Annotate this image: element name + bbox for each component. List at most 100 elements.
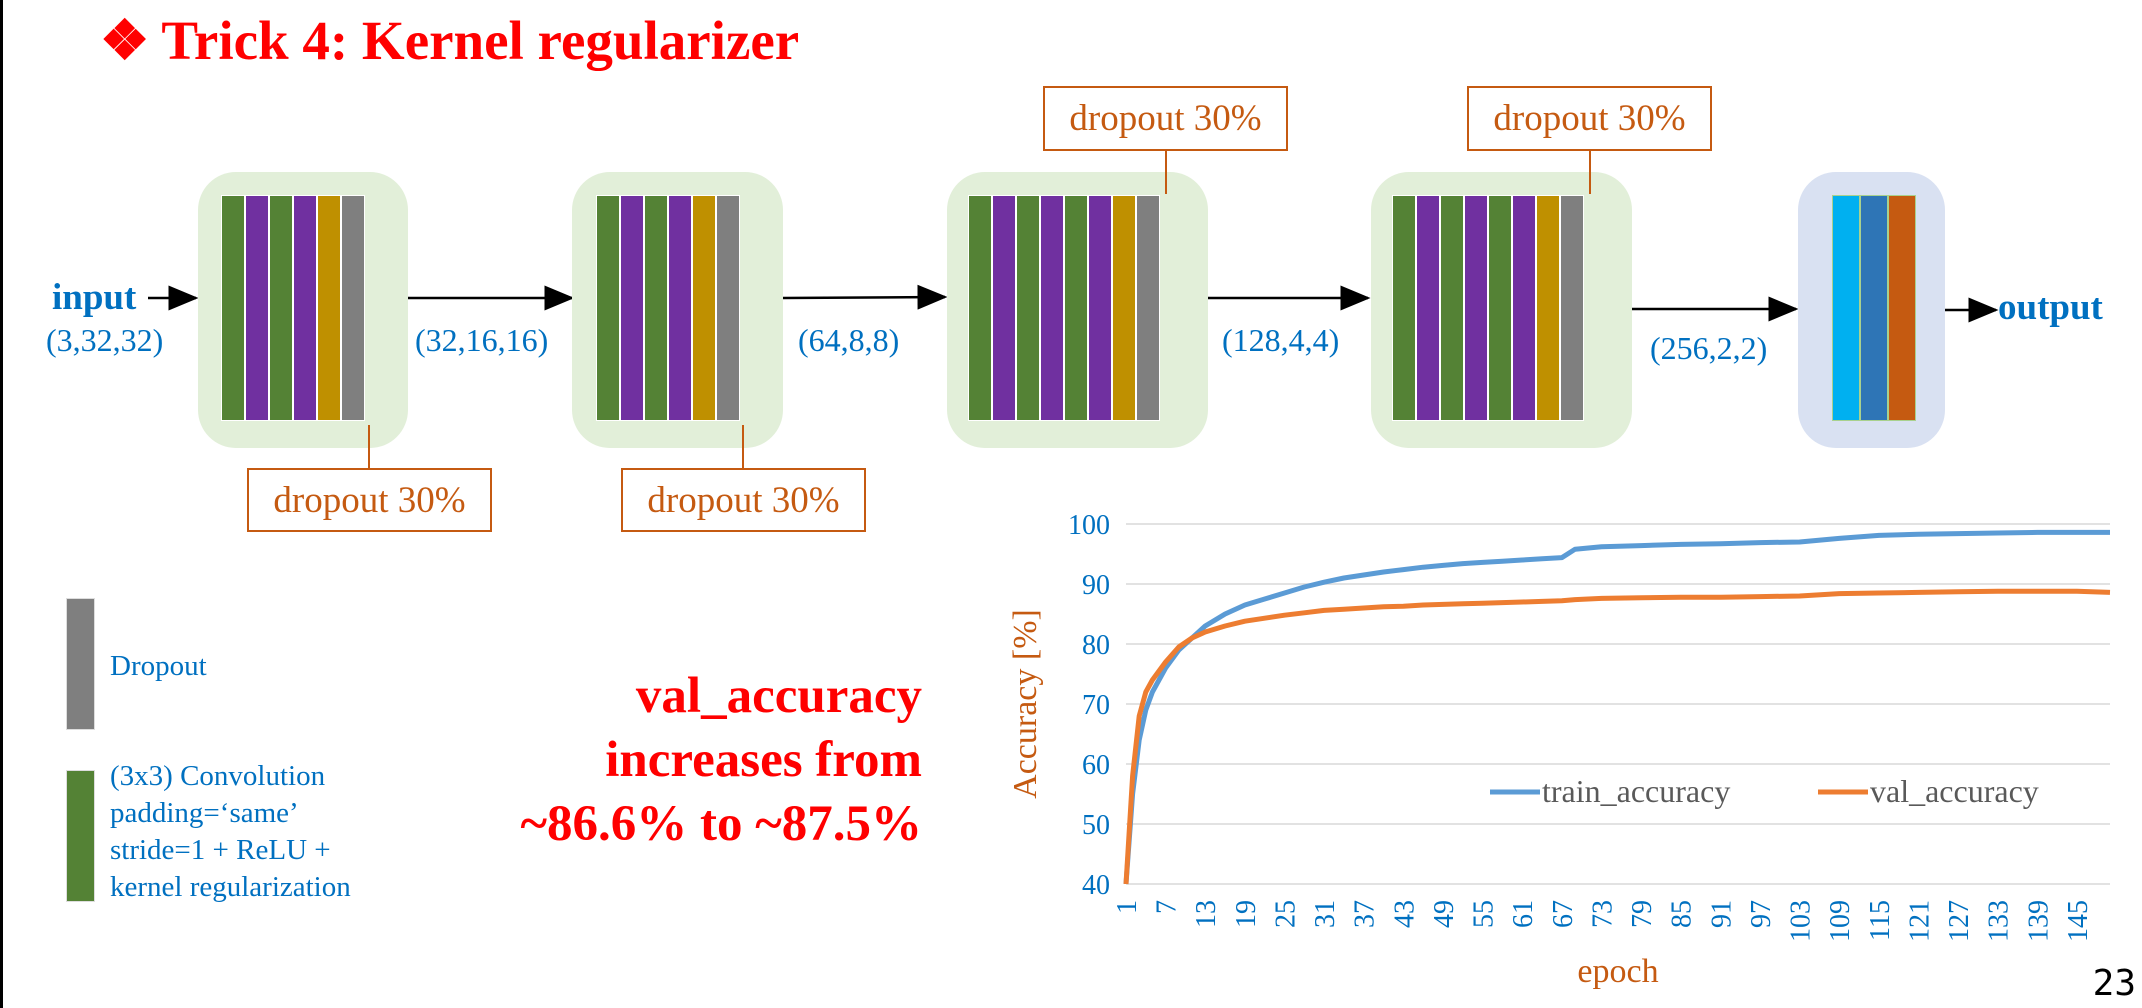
result-claim: val_accuracy increases from ~86.6% to ~8… bbox=[520, 664, 922, 856]
x-tick-label: 109 bbox=[1825, 900, 1856, 942]
pool-layer bbox=[1536, 195, 1560, 421]
y-tick-label: 100 bbox=[1068, 510, 1110, 541]
chart-series bbox=[1123, 529, 2111, 885]
dropout-callout-4: dropout 30% bbox=[1467, 86, 1712, 151]
batchnorm-layer bbox=[1416, 195, 1440, 421]
x-tick-label: 13 bbox=[1191, 900, 1222, 928]
accuracy-chart: 40 50 60 70 80 90 100 1 7 13 19 25 31 37 43 49 55 61 67 73… bbox=[1007, 510, 2111, 990]
x-tick-label: 115 bbox=[1865, 900, 1896, 941]
x-tick-label: 121 bbox=[1904, 900, 1935, 942]
dropout-connector-1 bbox=[368, 425, 370, 469]
dense-layer bbox=[1832, 195, 1860, 421]
legend-label-val_accuracy: val_accuracy bbox=[1870, 773, 2039, 809]
shape-4: (256,2,2) bbox=[1650, 330, 1768, 366]
conv-layer bbox=[968, 195, 992, 421]
y-tick-label: 80 bbox=[1082, 630, 1110, 661]
dense-layer bbox=[1860, 195, 1888, 421]
conv-block-3 bbox=[947, 172, 1208, 448]
x-tick-label: 85 bbox=[1667, 900, 1698, 928]
series-line-val_accuracy bbox=[1123, 588, 2111, 885]
x-tick-label: 31 bbox=[1310, 900, 1341, 928]
slide-title-text: Trick 4: Kernel regularizer bbox=[161, 10, 800, 71]
dense-output-layer bbox=[1888, 195, 1916, 421]
shape-3: (128,4,4) bbox=[1222, 322, 1340, 358]
legend-conv-line-3: stride=1 + ReLU + bbox=[110, 834, 331, 866]
x-tick-label: 25 bbox=[1270, 900, 1301, 928]
x-tick-label: 139 bbox=[2023, 900, 2054, 942]
y-tick-label: 50 bbox=[1082, 810, 1110, 841]
dropout-layer bbox=[716, 195, 740, 421]
conv-layer bbox=[1488, 195, 1512, 421]
batchnorm-layer bbox=[1512, 195, 1536, 421]
legend-conv-line-1: (3x3) Convolution bbox=[110, 760, 326, 792]
legend-conv-swatch bbox=[66, 770, 95, 902]
conv-block-1 bbox=[198, 172, 408, 448]
chart-legend: train_accuracy val_accuracy bbox=[1490, 773, 2039, 809]
conv-layer bbox=[1016, 195, 1040, 421]
conv-layer bbox=[1392, 195, 1416, 421]
x-tick-label: 1 bbox=[1112, 900, 1143, 914]
dropout-connector-2 bbox=[742, 425, 744, 469]
arrow-2-3 bbox=[782, 284, 948, 310]
x-tick-label: 61 bbox=[1508, 900, 1539, 928]
shape-1: (32,16,16) bbox=[415, 322, 549, 358]
pool-layer bbox=[317, 195, 341, 421]
conv-layer bbox=[221, 195, 245, 421]
batchnorm-layer bbox=[1464, 195, 1488, 421]
conv-layer bbox=[1440, 195, 1464, 421]
y-tick-label: 40 bbox=[1082, 870, 1110, 901]
x-tick-label: 97 bbox=[1746, 900, 1777, 928]
diamond-bullet-icon: ❖ bbox=[100, 10, 150, 71]
dropout-callout-1: dropout 30% bbox=[247, 468, 492, 532]
pool-layer bbox=[1112, 195, 1136, 421]
dropout-layer bbox=[341, 195, 365, 421]
y-tick-label: 70 bbox=[1082, 690, 1110, 721]
x-tick-label: 49 bbox=[1429, 900, 1460, 928]
x-tick-label: 79 bbox=[1627, 900, 1658, 928]
dropout-layer bbox=[1136, 195, 1160, 421]
shape-2: (64,8,8) bbox=[798, 322, 900, 358]
legend-dropout-swatch bbox=[66, 598, 95, 730]
dropout-callout-2: dropout 30% bbox=[621, 468, 866, 532]
dropout-layer bbox=[1560, 195, 1584, 421]
batchnorm-layer bbox=[1088, 195, 1112, 421]
chart-gridlines bbox=[1126, 523, 2110, 885]
x-tick-label: 127 bbox=[1944, 900, 1975, 942]
legend-conv-text: (3x3) Convolution padding=‘same’ stride=… bbox=[110, 758, 351, 906]
legend-label-train_accuracy: train_accuracy bbox=[1542, 773, 1730, 809]
input-shape: (3,32,32) bbox=[46, 322, 164, 358]
result-claim-line-2: increases from bbox=[605, 732, 922, 788]
conv-block-2 bbox=[572, 172, 783, 448]
dropout-callout-3: dropout 30% bbox=[1043, 86, 1288, 151]
dropout-connector-3 bbox=[1165, 150, 1167, 194]
conv-layer bbox=[596, 195, 620, 421]
result-claim-line-1: val_accuracy bbox=[635, 668, 922, 724]
batchnorm-layer bbox=[245, 195, 269, 421]
series-line-train_accuracy bbox=[1123, 529, 2110, 885]
x-tick-label: 37 bbox=[1350, 900, 1381, 928]
left-border bbox=[0, 0, 3, 1008]
output-label: output bbox=[1998, 287, 2103, 328]
conv-layer bbox=[1064, 195, 1088, 421]
x-tick-label: 7 bbox=[1152, 900, 1183, 914]
conv-layer bbox=[269, 195, 293, 421]
x-tick-label: 103 bbox=[1786, 900, 1817, 942]
chart-x-axis-label: epoch bbox=[1577, 953, 1658, 990]
network-diagram-arrows bbox=[148, 284, 1999, 323]
conv-block-4 bbox=[1371, 172, 1632, 448]
page-number: 23 bbox=[2092, 963, 2136, 1004]
legend-conv-line-2: padding=‘same’ bbox=[110, 797, 299, 829]
legend-conv-line-4: kernel regularization bbox=[110, 871, 351, 903]
x-tick-label: 19 bbox=[1231, 900, 1262, 928]
batchnorm-layer bbox=[992, 195, 1016, 421]
y-tick-label: 60 bbox=[1082, 750, 1110, 781]
x-tick-label: 43 bbox=[1389, 900, 1420, 928]
x-tick-label: 133 bbox=[1984, 900, 2015, 942]
legend-dropout-label: Dropout bbox=[110, 650, 207, 682]
batchnorm-layer bbox=[620, 195, 644, 421]
chart-y-ticks: 40 50 60 70 80 90 100 bbox=[1068, 510, 1110, 901]
dropout-connector-4 bbox=[1589, 150, 1591, 194]
conv-layer bbox=[644, 195, 668, 421]
chart-y-axis-label: Accuracy [%] bbox=[1007, 609, 1044, 799]
batchnorm-layer bbox=[293, 195, 317, 421]
